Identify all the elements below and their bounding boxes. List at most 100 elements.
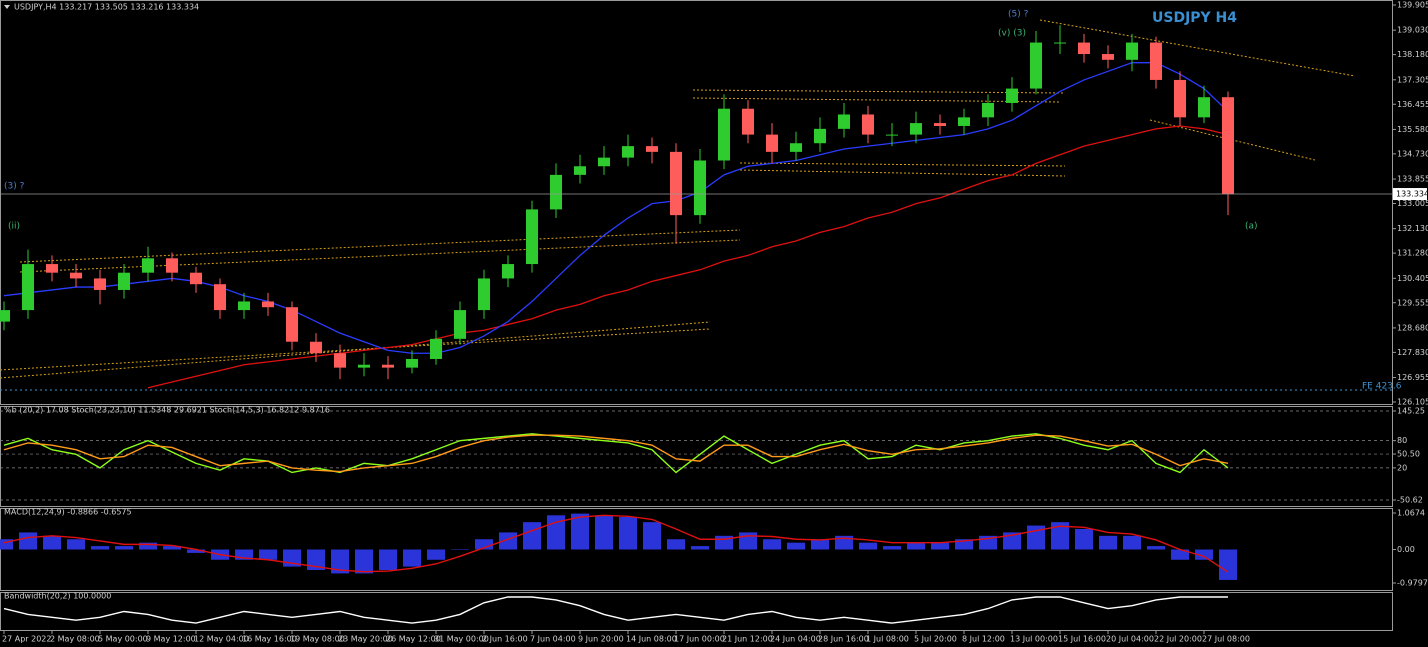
y-tick-label: -0.9797 [1397,579,1428,588]
histogram-bar [1123,535,1141,550]
trend-line [0,328,711,371]
y-tick-label: 1.0674 [1397,509,1425,518]
x-tick-label: 5 May 00:00 [98,635,148,644]
x-tick-label: 17 Jun 00:00 [674,635,725,644]
oscillator-panel-frame [0,406,1393,507]
candle-body [382,364,394,368]
candle-body [118,272,130,290]
histogram-bar [139,542,157,550]
candle-body [334,353,346,368]
histogram-bar [1195,549,1213,560]
x-tick-label: 1 Jul 08:00 [866,635,909,644]
trend-line [1039,19,1356,77]
histogram-bar [955,539,973,550]
x-tick-label: 5 Jul 20:00 [914,635,957,644]
candle-body [934,123,946,126]
histogram-bar [91,546,109,550]
histogram-bar [331,549,349,574]
histogram-bar [643,522,661,550]
y-tick-label: 50.50 [1397,450,1420,459]
candle-body [1030,42,1042,89]
wave-annotation: (5) ? [1008,10,1029,20]
candle-body [550,174,562,210]
y-tick-label: 130.405 [1397,274,1428,283]
candle-body [1006,88,1018,103]
y-tick-label: 126.955 [1397,373,1428,382]
indicator-line [3,596,1228,624]
y-tick-label: 132.130 [1397,224,1428,233]
moving-average [3,62,1229,354]
x-tick-label: 22 Jul 20:00 [1154,635,1202,644]
candle-body [142,258,154,273]
y-tick-label: 131.280 [1397,249,1428,258]
candle-body [670,151,682,216]
collapse-icon[interactable] [4,5,10,9]
x-tick-label: 19 May 08:00 [290,635,345,644]
histogram-bar [19,532,37,550]
histogram-bar [1147,546,1165,550]
x-tick-label: 27 Jul 08:00 [1202,635,1250,644]
x-tick-label: 16 May 16:00 [242,635,297,644]
histogram-bar [811,539,829,550]
wave-annotation: (v) (3) [998,29,1026,39]
y-tick-label: 129.555 [1397,298,1428,307]
x-tick-label: 20 Jul 04:00 [1106,635,1154,644]
candle-body [1126,42,1138,60]
candle-body [886,134,898,136]
candle-body [406,358,418,368]
candle-body [1198,97,1210,118]
histogram-bar [235,549,253,560]
y-tick-label: 0.00 [1397,545,1415,554]
histogram-bar [931,542,949,550]
candle-body [574,166,586,175]
histogram-bar [691,546,709,550]
y-tick-label: 133.855 [1397,175,1428,184]
candle-body [502,264,514,279]
moving-average [147,125,1229,389]
candle-body [1222,97,1234,195]
candle-body [1102,54,1114,60]
indicator-line [3,514,1229,573]
histogram-bar [883,546,901,550]
x-tick-label: 7 Jun 04:00 [530,635,576,644]
wave-annotation: (3) ? [4,182,25,192]
x-tick-label: 27 Apr 2022 [2,635,51,644]
x-tick-label: 23 May 20:00 [338,635,393,644]
y-tick-label: 127.830 [1397,348,1428,357]
indicator-title: MACD(12,24,9) -0.8866 -0.6575 [4,508,132,517]
main-panel-frame [0,0,1393,405]
candle-body [1054,42,1066,44]
chart-header: USDJPY,H4 133.217 133.505 133.216 133.33… [14,3,199,12]
candle-body [646,146,658,152]
candle-body [22,264,34,311]
candle-body [910,123,922,135]
candle-body [1150,42,1162,80]
candle-body [166,258,178,273]
x-tick-label: 9 Jun 20:00 [578,635,624,644]
histogram-bar [763,539,781,550]
last-price-box [1393,188,1427,201]
histogram-bar [1075,528,1093,550]
y-tick-label: -50.62 [1397,496,1423,505]
histogram-bar [0,539,13,550]
x-tick-label: 2 May 08:00 [50,635,100,644]
candle-body [814,128,826,144]
histogram-bar [451,549,469,550]
histogram-bar [835,535,853,550]
x-tick-label: 12 May 04:00 [194,635,249,644]
y-tick-label: 139.905 [1397,1,1428,10]
histogram-bar [619,517,637,550]
y-tick-label: 20 [1397,463,1407,472]
wave-annotation: (a) [1245,222,1258,232]
x-tick-label: 21 Jun 12:00 [722,635,773,644]
indicator-line [3,434,1229,473]
histogram-bar [1003,532,1021,550]
candle-body [94,278,106,290]
candle-body [598,157,610,167]
histogram-bar [187,549,205,553]
indicator-title: %b (20,2) 17.08 Stoch(23,23,10) 11.5348 … [4,406,330,415]
y-tick-label: 135.580 [1397,125,1428,134]
candle-body [1078,42,1090,55]
candle-body [622,146,634,158]
y-tick-label: 138.180 [1397,50,1428,59]
